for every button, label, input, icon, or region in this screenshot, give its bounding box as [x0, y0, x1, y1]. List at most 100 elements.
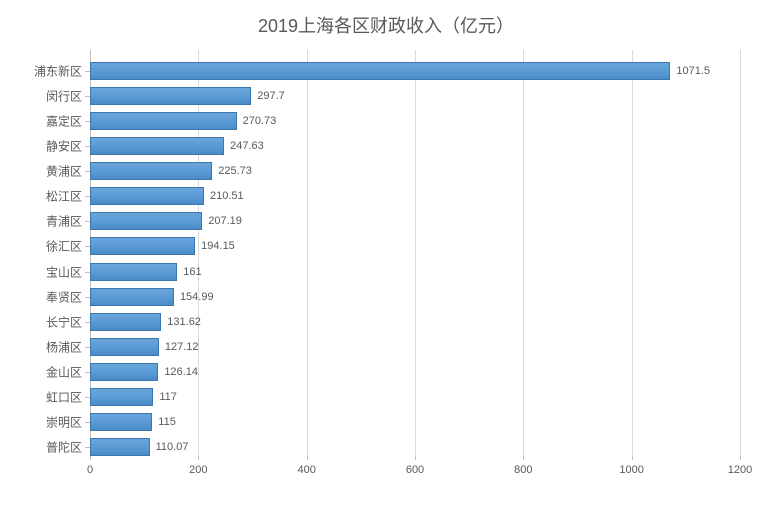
y-tick [85, 71, 90, 72]
bar [90, 187, 204, 205]
x-tick [415, 456, 416, 460]
bar [90, 413, 152, 431]
value-label: 297.7 [257, 90, 285, 102]
bar [90, 87, 251, 105]
category-label: 宝山区 [46, 263, 90, 280]
x-tick-label: 1000 [619, 464, 643, 476]
category-label: 黄浦区 [46, 163, 90, 180]
y-tick [85, 146, 90, 147]
y-tick [85, 397, 90, 398]
x-tick [90, 456, 91, 460]
bar [90, 212, 202, 230]
category-label: 青浦区 [46, 213, 90, 230]
bar-row: 闵行区297.7 [90, 87, 251, 105]
bar-row: 静安区247.63 [90, 137, 224, 155]
bar-row: 杨浦区127.12 [90, 338, 159, 356]
value-label: 270.73 [243, 115, 277, 127]
x-tick [307, 456, 308, 460]
y-tick [85, 196, 90, 197]
bar-row: 宝山区161 [90, 263, 177, 281]
bar [90, 438, 150, 456]
bar [90, 62, 670, 80]
value-label: 207.19 [208, 215, 242, 227]
y-tick [85, 121, 90, 122]
bar-row: 长宁区131.62 [90, 313, 161, 331]
category-label: 闵行区 [46, 87, 90, 104]
value-label: 117 [159, 391, 177, 403]
y-tick [85, 246, 90, 247]
category-label: 普陀区 [46, 439, 90, 456]
grid-line [740, 50, 741, 460]
bar-row: 虹口区117 [90, 388, 153, 406]
value-label: 194.15 [201, 240, 235, 252]
bar-row: 青浦区207.19 [90, 212, 202, 230]
x-tick [740, 456, 741, 460]
value-label: 161 [183, 266, 201, 278]
value-label: 127.12 [165, 341, 199, 353]
bar [90, 162, 212, 180]
y-tick [85, 221, 90, 222]
bar [90, 288, 174, 306]
plot-area: 浦东新区1071.5 闵行区297.7 嘉定区270.73 静安区247.63 黄浦区2… [90, 50, 740, 480]
bar [90, 112, 237, 130]
bar-row: 黄浦区225.73 [90, 162, 212, 180]
value-label: 131.62 [167, 316, 201, 328]
value-label: 1071.5 [676, 65, 710, 77]
chart-title: 2019上海各区财政收入（亿元） [0, 12, 772, 38]
y-tick [85, 347, 90, 348]
category-label: 静安区 [46, 137, 90, 154]
category-label: 崇明区 [46, 414, 90, 431]
category-label: 徐汇区 [46, 238, 90, 255]
x-tick-label: 200 [189, 464, 207, 476]
bar [90, 237, 195, 255]
category-label: 奉贤区 [46, 288, 90, 305]
value-label: 126.14 [164, 366, 198, 378]
category-label: 虹口区 [46, 389, 90, 406]
y-tick [85, 447, 90, 448]
y-tick [85, 297, 90, 298]
bar-row: 浦东新区1071.5 [90, 62, 670, 80]
x-tick [632, 456, 633, 460]
value-label: 115 [158, 416, 176, 428]
bar [90, 338, 159, 356]
bar [90, 137, 224, 155]
bar-row: 松江区210.51 [90, 187, 204, 205]
category-label: 松江区 [46, 188, 90, 205]
x-tick-label: 1200 [728, 464, 752, 476]
value-label: 110.07 [156, 441, 189, 453]
bar-row: 普陀区110.07 [90, 438, 150, 456]
y-tick [85, 322, 90, 323]
value-label: 247.63 [230, 140, 264, 152]
value-label: 154.99 [180, 291, 214, 303]
bar-row: 奉贤区154.99 [90, 288, 174, 306]
category-label: 浦东新区 [34, 62, 90, 79]
bar [90, 363, 158, 381]
y-tick [85, 96, 90, 97]
bar-row: 徐汇区194.15 [90, 237, 195, 255]
category-label: 杨浦区 [46, 338, 90, 355]
y-tick [85, 171, 90, 172]
x-tick [523, 456, 524, 460]
bars-group: 浦东新区1071.5 闵行区297.7 嘉定区270.73 静安区247.63 黄浦区2… [90, 58, 740, 460]
value-label: 225.73 [218, 165, 252, 177]
chart-container: 2019上海各区财政收入（亿元） 浦东新区1071.5闵行区297.7嘉定区27… [0, 0, 772, 518]
x-tick-label: 800 [514, 464, 532, 476]
x-tick-label: 600 [406, 464, 424, 476]
bar [90, 313, 161, 331]
x-tick-label: 400 [297, 464, 315, 476]
x-axis: 020040060080010001200 [90, 460, 740, 480]
category-label: 金山区 [46, 364, 90, 381]
bar-row: 崇明区115 [90, 413, 152, 431]
y-tick [85, 372, 90, 373]
x-tick-label: 0 [87, 464, 93, 476]
y-tick [85, 272, 90, 273]
bar [90, 263, 177, 281]
x-tick [198, 456, 199, 460]
value-label: 210.51 [210, 190, 244, 202]
bar [90, 388, 153, 406]
category-label: 长宁区 [46, 313, 90, 330]
bar-row: 金山区126.14 [90, 363, 158, 381]
y-tick [85, 422, 90, 423]
category-label: 嘉定区 [46, 112, 90, 129]
bar-row: 嘉定区270.73 [90, 112, 237, 130]
